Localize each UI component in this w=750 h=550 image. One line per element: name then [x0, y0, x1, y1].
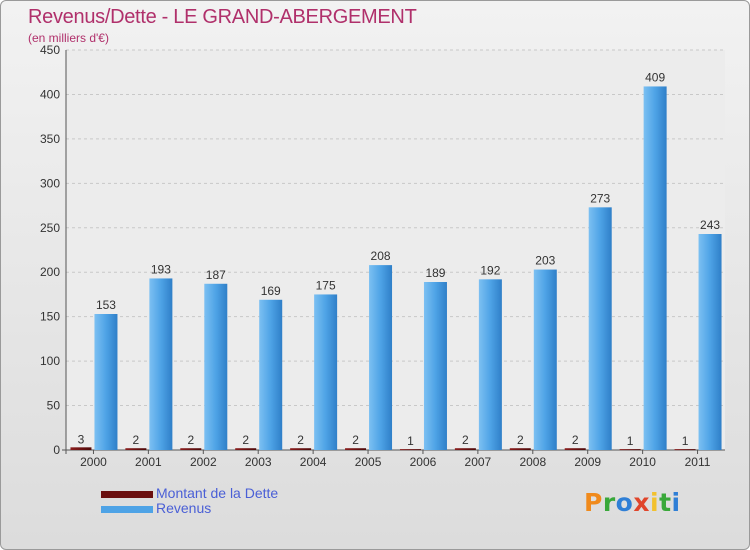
logo-letter: o [615, 488, 634, 517]
logo-letter: x [633, 488, 650, 517]
chart-subtitle: (en milliers d'€) [28, 31, 109, 45]
bar-dette [70, 447, 92, 450]
bar-dette [674, 449, 696, 451]
y-tick-label: 100 [40, 354, 60, 368]
logo-letter: t [659, 488, 672, 517]
x-tick-label: 2001 [135, 455, 162, 469]
legend-label-revenus: Revenus [156, 500, 212, 516]
bar-dette [180, 448, 202, 450]
logo-letter: P [584, 488, 603, 517]
bar-revenus [698, 234, 722, 450]
data-label-dette: 1 [682, 434, 689, 448]
plot-area [66, 50, 725, 450]
y-tick-label: 50 [47, 399, 61, 413]
x-tick-label: 2009 [574, 455, 601, 469]
bar-dette [399, 449, 421, 451]
data-label-dette: 2 [572, 433, 579, 447]
logo-letter: r [602, 488, 616, 517]
x-tick-label: 2004 [300, 455, 327, 469]
bar-dette [345, 448, 367, 450]
bar-revenus [204, 283, 228, 450]
bar-revenus [423, 282, 447, 450]
legend-label-dette: Montant de la Dette [156, 485, 279, 501]
y-tick-label: 200 [40, 265, 60, 279]
x-tick-label: 2007 [465, 455, 492, 469]
bar-dette [125, 448, 147, 450]
data-label-dette: 2 [133, 433, 140, 447]
bar-revenus [314, 294, 338, 450]
data-label-dette: 2 [352, 433, 359, 447]
logo-letter: i [671, 488, 681, 517]
legend-swatch-revenus [101, 506, 153, 513]
data-label-revenus: 273 [590, 191, 610, 205]
data-label-dette: 1 [407, 434, 414, 448]
bar-dette [619, 449, 641, 451]
y-tick-label: 350 [40, 132, 60, 146]
data-label-dette: 2 [297, 433, 304, 447]
data-label-dette: 3 [78, 432, 85, 446]
data-label-dette: 2 [187, 433, 194, 447]
proxiti-logo: Proxiti [584, 488, 681, 517]
x-tick-label: 2003 [245, 455, 272, 469]
bar-revenus [369, 265, 393, 450]
bar-revenus [588, 207, 612, 450]
data-label-dette: 1 [627, 434, 634, 448]
data-label-revenus: 409 [645, 70, 665, 84]
bar-revenus [478, 279, 502, 450]
bar-dette [564, 448, 586, 450]
data-label-dette: 2 [242, 433, 249, 447]
bar-revenus [533, 269, 557, 450]
data-label-revenus: 175 [316, 278, 336, 292]
data-label-dette: 2 [462, 433, 469, 447]
bar-dette [509, 448, 531, 450]
y-tick-label: 0 [53, 443, 60, 457]
x-tick-label: 2005 [355, 455, 382, 469]
x-tick-label: 2011 [685, 455, 711, 469]
y-tick-label: 450 [40, 43, 60, 57]
y-tick-label: 400 [40, 87, 60, 101]
data-label-revenus: 153 [96, 298, 116, 312]
bar-dette [290, 448, 312, 450]
bar-revenus [259, 299, 283, 450]
data-label-revenus: 208 [371, 249, 391, 263]
y-tick-label: 300 [40, 176, 60, 190]
data-label-revenus: 193 [151, 262, 171, 276]
data-label-revenus: 169 [261, 284, 281, 298]
x-tick-label: 2002 [190, 455, 217, 469]
chart-title: Revenus/Dette - LE GRAND-ABERGEMENT [28, 6, 417, 28]
data-label-revenus: 189 [425, 266, 445, 280]
y-tick-label: 250 [40, 221, 60, 235]
data-label-revenus: 187 [206, 268, 226, 282]
x-tick-label: 2010 [629, 455, 656, 469]
x-tick-label: 2008 [519, 455, 546, 469]
data-label-revenus: 203 [535, 254, 555, 268]
bar-dette [454, 448, 476, 450]
y-tick-label: 150 [40, 310, 60, 324]
bar-revenus [94, 314, 118, 450]
data-label-revenus: 192 [480, 263, 500, 277]
bar-dette [235, 448, 257, 450]
x-tick-label: 2006 [410, 455, 437, 469]
logo-letter: i [650, 488, 660, 517]
bar-revenus [149, 278, 173, 450]
data-label-revenus: 243 [700, 218, 720, 232]
x-tick-label: 2000 [80, 455, 107, 469]
data-label-dette: 2 [517, 433, 524, 447]
bar-revenus [643, 86, 667, 450]
legend-swatch-dette [101, 491, 153, 498]
